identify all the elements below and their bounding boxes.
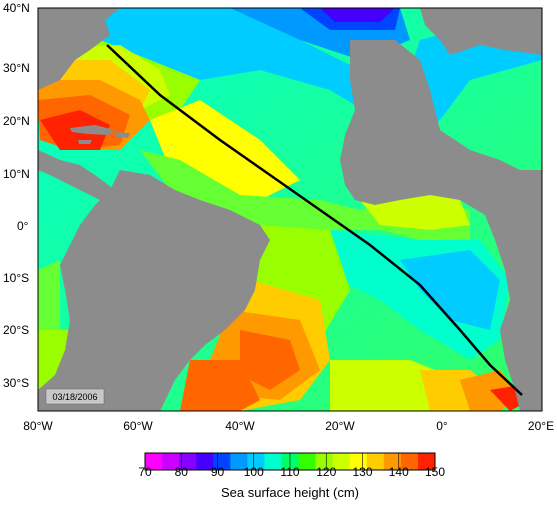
colorbar-swatch <box>247 453 265 470</box>
colorbar-swatch <box>417 453 436 470</box>
lon-label: 0° <box>436 419 448 433</box>
colorbar-tick-label: 130 <box>352 465 372 479</box>
lat-label: 40°N <box>3 1 30 15</box>
colorbar-tick-label: 140 <box>389 465 409 479</box>
lat-label: 10°N <box>3 167 30 181</box>
map-frame <box>37 7 543 412</box>
colorbar-swatch <box>264 453 282 470</box>
colorbar-tick-label: 90 <box>211 465 225 479</box>
date-label: 03/18/2006 <box>52 392 97 402</box>
lat-label: 20°S <box>3 323 29 337</box>
colorbar-swatch <box>230 453 248 470</box>
lat-label: 30°S <box>3 376 29 390</box>
lon-label: 20°W <box>325 419 355 433</box>
colorbar-swatch <box>400 453 419 470</box>
colorbar-tick-label: 100 <box>244 465 264 479</box>
plot-area: 03/18/2006 <box>38 8 542 411</box>
legend-colorbar <box>144 452 436 471</box>
date-stamp: 03/18/2006 <box>45 388 105 405</box>
colorbar-swatch <box>145 453 163 470</box>
lon-axis: 80°W 60°W 40°W 20°W 0° 20°E <box>23 419 554 433</box>
colorbar-tick-label: 80 <box>175 465 189 479</box>
lat-label: 10°S <box>3 271 29 285</box>
colorbar-swatch <box>332 453 351 470</box>
colorbar-swatch <box>196 453 214 470</box>
islands <box>70 125 130 144</box>
land <box>38 8 542 411</box>
colorbar-swatch <box>366 453 385 470</box>
lat-label: 0° <box>17 219 29 233</box>
colorbar-swatch <box>162 453 180 470</box>
lat-label: 20°N <box>3 114 30 128</box>
legend-title: Sea surface height (cm) <box>221 485 359 500</box>
lon-label: 80°W <box>23 419 53 433</box>
colorbar-tick-label: 110 <box>280 465 299 479</box>
lon-label: 20°E <box>528 419 554 433</box>
legend-ticks: 70 80 90 100 110 120 130 140 150 <box>138 465 445 479</box>
colorbar-swatch <box>298 453 316 470</box>
colorbar-tick-label: 120 <box>316 465 336 479</box>
colorbar-tick-label: 150 <box>425 465 445 479</box>
colorbar-tick-label: 70 <box>138 465 152 479</box>
satellite-track-line <box>106 44 523 396</box>
lon-label: 60°W <box>123 419 153 433</box>
colorbar-swatch <box>315 453 333 470</box>
lat-label: 30°N <box>3 61 30 75</box>
colorbar-swatch <box>383 453 402 470</box>
lon-label: 40°W <box>225 419 255 433</box>
lat-axis: 40°N 30°N 20°N 10°N 0° 10°S 20°S 30°S <box>3 1 30 390</box>
colorbar-swatch <box>179 453 197 470</box>
